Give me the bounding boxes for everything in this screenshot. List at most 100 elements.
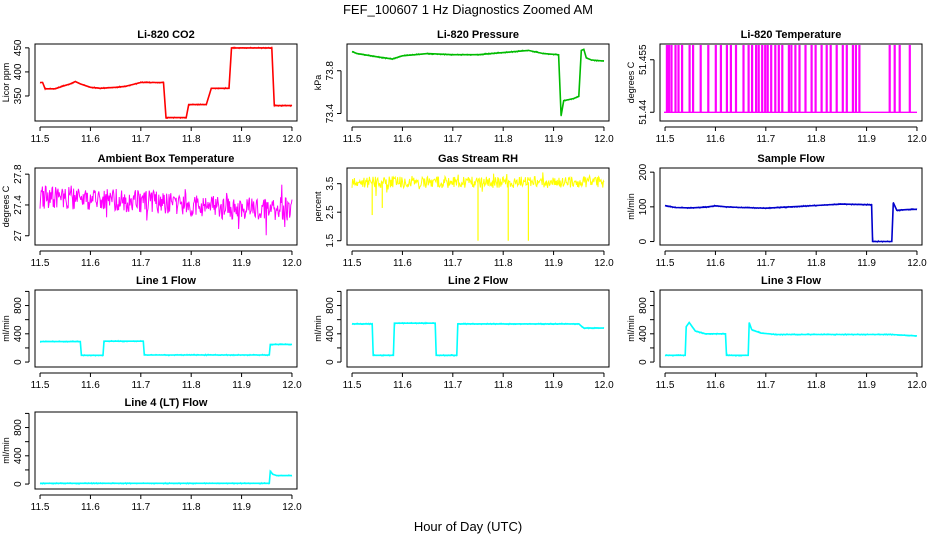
panel-title: Sample Flow bbox=[757, 153, 825, 165]
series-group bbox=[664, 202, 918, 244]
x-tick-label: 11.7 bbox=[131, 258, 150, 269]
x-tick-label: 11.8 bbox=[494, 380, 513, 391]
panel-gas-stream-rh: Gas Stream RH 11.5 11.6 11.7 11.8 11.9 12.0 1.5… bbox=[313, 153, 614, 269]
y-tick-label: 200 bbox=[638, 163, 649, 180]
x-tick-label: 11.8 bbox=[182, 134, 201, 145]
y-axis-label: ml/min bbox=[1, 437, 11, 464]
x-tick-label: 11.5 bbox=[656, 380, 675, 391]
x-tick-label: 11.8 bbox=[494, 258, 513, 269]
panel-li-820-pressure: Li-820 Pressure 11.5 11.6 11.7 11.8 11.9 12.0 7… bbox=[313, 29, 614, 145]
series-group bbox=[39, 184, 293, 236]
plot-frame bbox=[659, 43, 923, 122]
panel-line-2-flow: Line 2 Flow 11.5 11.6 11.7 11.8 11.9 12.0 0 400 8… bbox=[313, 275, 614, 391]
panel-title: Gas Stream RH bbox=[438, 153, 518, 165]
y-tick-label: 27 bbox=[13, 230, 24, 242]
y-tick-label: 400 bbox=[13, 325, 24, 342]
x-axis-label: Hour of Day (UTC) bbox=[414, 519, 522, 534]
y-tick-label: 73.4 bbox=[325, 103, 336, 123]
y-axis-label: ml/min bbox=[626, 315, 636, 342]
x-tick-label: 11.7 bbox=[443, 380, 462, 391]
x-tick-label: 11.9 bbox=[544, 258, 563, 269]
plot-frame bbox=[34, 43, 298, 122]
y-tick-label: 100 bbox=[638, 198, 649, 215]
x-tick-label: 11.8 bbox=[807, 380, 826, 391]
x-tick-label: 11.9 bbox=[232, 380, 251, 391]
panel-ambient-box-temperature: Ambient Box Temperature 11.5 11.6 11.7 11.8 1… bbox=[1, 153, 302, 269]
x-tick-label: 11.9 bbox=[232, 134, 251, 145]
panel-title: Li-820 Pressure bbox=[437, 29, 519, 41]
x-tick-label: 11.9 bbox=[544, 134, 563, 145]
x-tick-label: 11.5 bbox=[31, 502, 50, 513]
x-tick-label: 11.8 bbox=[807, 258, 826, 269]
panel-sample-flow: Sample Flow 11.5 11.6 11.7 11.8 11.9 12.0 0 100 2… bbox=[626, 153, 927, 269]
series-line bbox=[351, 48, 605, 116]
y-tick-label: 0 bbox=[325, 359, 336, 365]
series-line bbox=[39, 184, 293, 236]
x-tick-label: 11.5 bbox=[31, 380, 50, 391]
x-tick-label: 11.8 bbox=[182, 258, 201, 269]
y-axis-label: ml/min bbox=[626, 193, 636, 220]
y-tick-label: 800 bbox=[13, 297, 24, 314]
y-tick-label: 0 bbox=[13, 481, 24, 487]
y-axis-label: degrees C bbox=[1, 185, 11, 227]
y-tick-label: 400 bbox=[13, 447, 24, 464]
y-axis-label: ml/min bbox=[313, 315, 323, 342]
series-line bbox=[664, 202, 918, 243]
x-tick-label: 11.7 bbox=[131, 134, 150, 145]
x-tick-label: 11.6 bbox=[393, 134, 412, 145]
plot-frame bbox=[346, 289, 610, 368]
panel-li-820-co2: Li-820 CO2 11.5 11.6 11.7 11.8 11.9 12.0 350 400… bbox=[1, 29, 302, 145]
plot-frame bbox=[34, 289, 298, 368]
panel-line-3-flow: Line 3 Flow 11.5 11.6 11.7 11.8 11.9 12.0 0 400 8… bbox=[626, 275, 927, 391]
plot-frame bbox=[346, 167, 610, 246]
plot-frame bbox=[659, 167, 923, 246]
panel-line-1-flow: Line 1 Flow 11.5 11.6 11.7 11.8 11.9 12.0 0 400 8… bbox=[1, 275, 302, 391]
series-jitter bbox=[664, 202, 918, 244]
y-tick-label: 800 bbox=[638, 297, 649, 314]
series-group bbox=[39, 45, 293, 120]
series-jitter bbox=[39, 339, 293, 357]
x-tick-label: 11.8 bbox=[182, 502, 201, 513]
x-tick-label: 11.6 bbox=[81, 380, 100, 391]
series-group bbox=[39, 339, 293, 357]
x-tick-label: 11.5 bbox=[31, 134, 50, 145]
x-tick-label: 11.7 bbox=[131, 502, 150, 513]
y-tick-label: 27.4 bbox=[13, 195, 24, 215]
series-line bbox=[40, 340, 292, 357]
x-tick-label: 12.0 bbox=[594, 134, 614, 145]
series-jitter bbox=[351, 321, 605, 357]
x-tick-label: 12.0 bbox=[282, 258, 302, 269]
series-line bbox=[665, 321, 918, 357]
x-tick-label: 11.6 bbox=[81, 258, 100, 269]
x-tick-label: 11.7 bbox=[756, 134, 775, 145]
series-line bbox=[352, 322, 604, 357]
x-tick-label: 11.6 bbox=[81, 502, 100, 513]
x-tick-label: 11.6 bbox=[393, 258, 412, 269]
series-jitter bbox=[39, 45, 293, 120]
plot-frame bbox=[346, 43, 610, 122]
x-tick-label: 11.7 bbox=[756, 258, 775, 269]
series-group bbox=[351, 172, 605, 241]
y-tick-label: 800 bbox=[325, 297, 336, 314]
y-tick-label: 400 bbox=[638, 325, 649, 342]
x-tick-label: 11.6 bbox=[81, 134, 100, 145]
panel-title: Line 2 Flow bbox=[448, 275, 508, 287]
x-tick-label: 11.5 bbox=[343, 258, 362, 269]
x-tick-label: 11.5 bbox=[31, 258, 50, 269]
x-tick-label: 11.9 bbox=[857, 258, 876, 269]
series-group bbox=[664, 45, 917, 113]
x-tick-label: 11.5 bbox=[343, 380, 362, 391]
panel-title: Line 4 (LT) Flow bbox=[125, 397, 208, 409]
y-tick-label: 73.8 bbox=[325, 61, 336, 81]
series-jitter bbox=[39, 469, 293, 486]
x-tick-label: 11.5 bbox=[656, 258, 675, 269]
y-tick-label: 0 bbox=[638, 238, 649, 244]
x-tick-label: 12.0 bbox=[907, 258, 927, 269]
panel-title: Li-820 Temperature bbox=[741, 29, 842, 41]
panel-li-820-temperature: Li-820 Temperature 11.5 11.6 11.7 11.8 11.9 12… bbox=[626, 29, 927, 145]
x-tick-label: 12.0 bbox=[282, 502, 302, 513]
x-tick-label: 11.8 bbox=[182, 380, 201, 391]
y-tick-label: 0 bbox=[13, 359, 24, 365]
y-axis-label: ml/min bbox=[1, 315, 11, 342]
